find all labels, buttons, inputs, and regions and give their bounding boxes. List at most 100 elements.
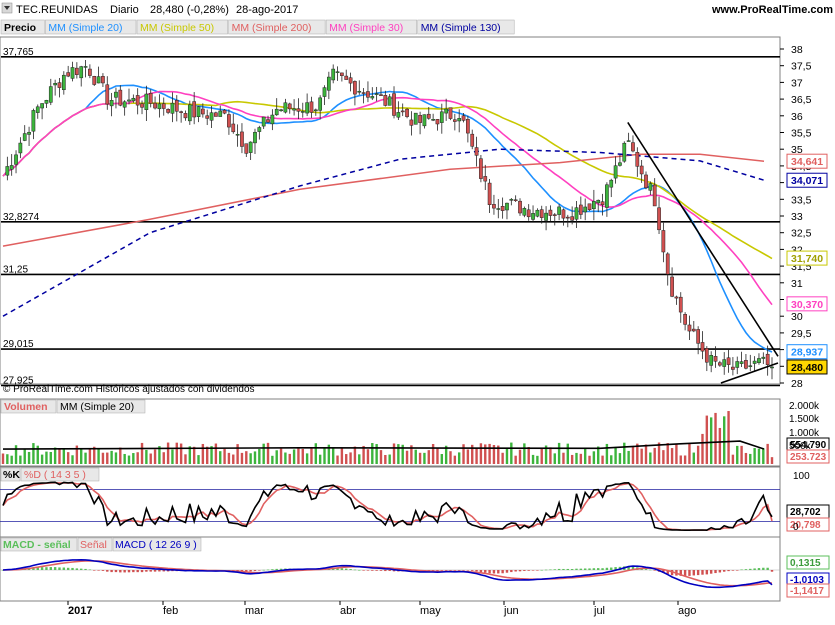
stoch-d-label: %D ( 14 3 5 ) [24, 469, 86, 481]
candle-body [674, 296, 679, 299]
price-tick-label: 33 [791, 211, 803, 223]
macd-histogram-bar [701, 570, 704, 575]
macd-histogram-bar [431, 570, 435, 571]
candle-body [452, 119, 457, 122]
volume-bar [510, 442, 513, 464]
candle-body [631, 142, 635, 152]
indicator-badge-label: 554.790 [790, 440, 827, 451]
volume-bar [553, 453, 556, 464]
volume-bar [557, 442, 561, 464]
candle-body [522, 208, 527, 216]
macd-histogram-bar [544, 569, 548, 571]
header: TEC.REUNIDAS Diario 28,480 (-0,28%) 28-a… [1, 2, 833, 16]
candle-body [418, 114, 422, 123]
candle-body [75, 67, 79, 75]
macd-histogram-bar [557, 568, 561, 570]
volume-bar [431, 444, 435, 464]
volume-bar [575, 452, 578, 464]
volume-bar [284, 452, 287, 464]
candle-body [240, 131, 244, 147]
macd-histogram-bar [583, 568, 587, 570]
candle-body [657, 207, 661, 231]
candle-body [526, 209, 531, 218]
volume-bar [258, 448, 261, 464]
volume-bar [762, 448, 765, 464]
volume-bar [540, 448, 543, 464]
candle-body [326, 76, 331, 91]
candle-body [287, 103, 292, 110]
macd-histogram-bar [523, 570, 526, 571]
volume-bar [80, 449, 83, 464]
candle-body [626, 140, 631, 142]
period-label: Diario [110, 4, 139, 16]
volume-bar [657, 442, 661, 464]
macd-histogram-bar [766, 567, 769, 570]
candle-body [109, 100, 114, 107]
volume-bar [223, 448, 226, 464]
price-badge [786, 359, 828, 375]
price-tick-label: 36,5 [791, 94, 812, 106]
macd-histogram-bar [723, 570, 726, 572]
volume-bar [323, 447, 326, 464]
macd-histogram-bar [58, 567, 61, 570]
candle-body [105, 84, 110, 105]
candle-body [118, 89, 123, 106]
volume-bar [362, 445, 365, 464]
volume-bar [696, 445, 700, 464]
candle-body [266, 119, 270, 123]
candle-body [635, 152, 640, 167]
price-tick-label: 35 [791, 144, 803, 156]
volume-bar [736, 445, 739, 464]
legend-box [325, 19, 417, 35]
macd-histogram-bar [123, 570, 126, 573]
indicator-badge [786, 555, 830, 570]
candle-body [66, 72, 71, 77]
macd-histogram-bar [362, 570, 365, 571]
volume-bar [101, 452, 105, 464]
volume-bar [240, 452, 244, 464]
macd-histogram-bar [84, 568, 87, 570]
volume-bar [527, 447, 530, 464]
candle-body [496, 208, 501, 210]
candle-body [409, 119, 414, 126]
candle-body [248, 141, 253, 153]
candle-body [466, 118, 470, 134]
volume-bar [414, 449, 417, 464]
candle-body [665, 253, 670, 275]
macd-histogram-bar [553, 569, 556, 570]
macd-histogram-bar [453, 570, 457, 571]
volume-bar [58, 448, 61, 464]
candle-body [618, 162, 622, 166]
volume-bar [158, 446, 161, 464]
volume-bar [36, 445, 39, 464]
candle-body [500, 206, 505, 211]
price-tick-label: 28 [791, 378, 803, 390]
volume-bar [262, 443, 265, 464]
legend-item: MM (Simple 50) [140, 22, 214, 34]
volume-bar [479, 443, 483, 464]
candle-body [114, 91, 118, 98]
candle-body [279, 109, 283, 112]
candle-body [140, 103, 144, 108]
candle-body [366, 91, 370, 98]
volume-bar [1, 453, 5, 464]
macd-histogram-bar [727, 570, 730, 572]
candle-body [704, 348, 709, 363]
indicator-badge-label: 20,798 [790, 520, 821, 531]
macd-histogram-bar [627, 566, 630, 570]
macd-histogram-bar [336, 568, 339, 570]
macd-histogram-bar [666, 570, 669, 575]
x-tick-label: abr [340, 605, 356, 617]
price-tick-label: 32,5 [791, 228, 812, 240]
level-label: 29,015 [3, 339, 34, 350]
volume-bar [45, 451, 48, 464]
macd-histogram-bar [371, 570, 374, 571]
stochastic-lines [0, 481, 780, 532]
price-tick-label: 36 [791, 111, 803, 123]
candle-body [170, 102, 175, 114]
macd-histogram-bar [753, 568, 756, 570]
macd-histogram-bar [162, 570, 165, 572]
candle-body [509, 199, 514, 201]
candle-body [79, 66, 84, 79]
